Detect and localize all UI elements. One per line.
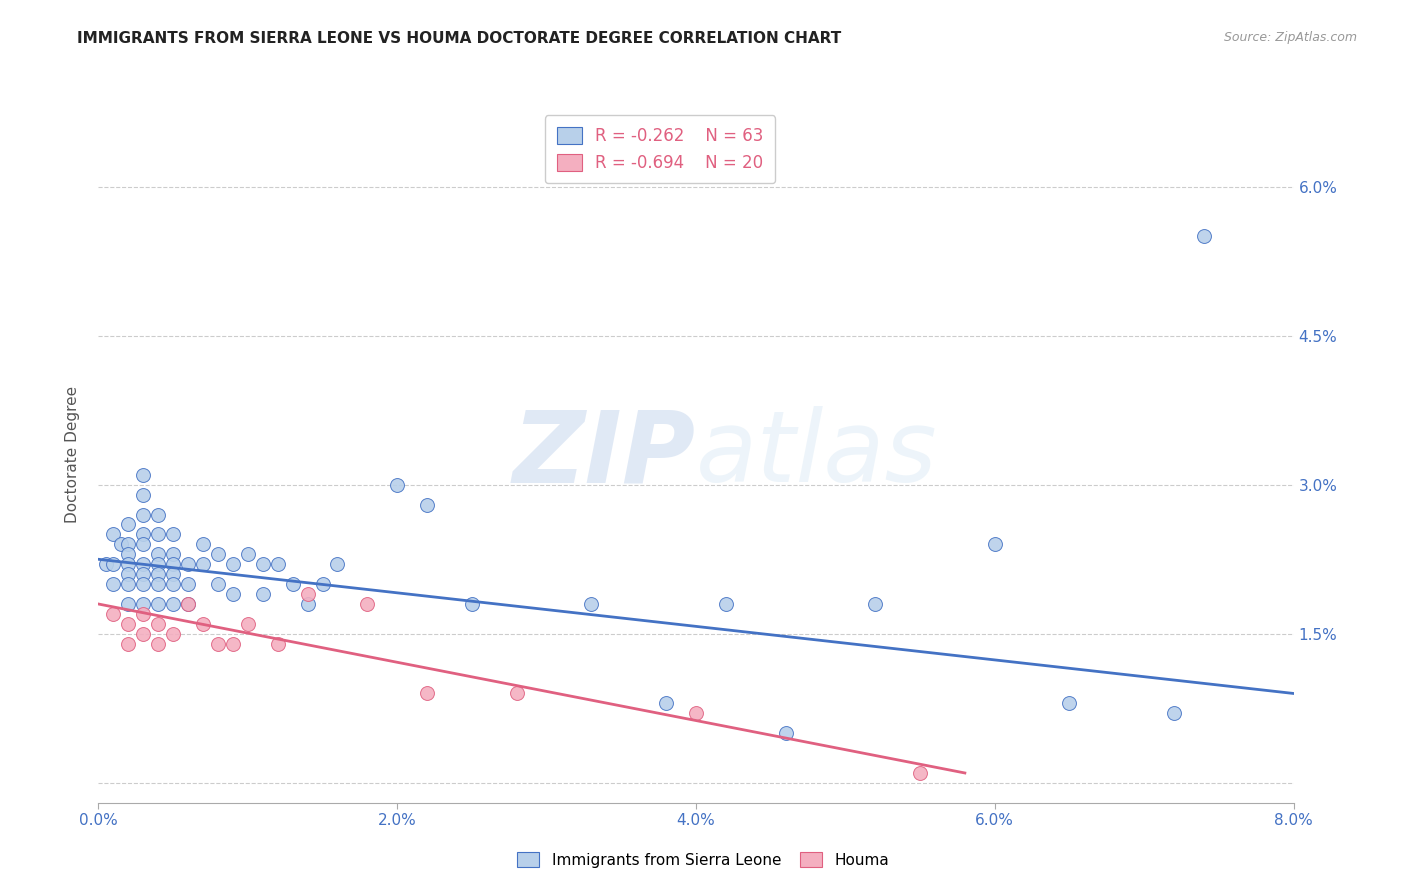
- Point: [416, 686, 439, 700]
- Point: [297, 597, 319, 611]
- Point: [132, 558, 155, 572]
- Point: [117, 547, 139, 561]
- Point: [685, 706, 707, 721]
- Point: [132, 607, 155, 621]
- Text: IMMIGRANTS FROM SIERRA LEONE VS HOUMA DOCTORATE DEGREE CORRELATION CHART: IMMIGRANTS FROM SIERRA LEONE VS HOUMA DO…: [77, 31, 842, 46]
- Legend: R = -0.262    N = 63, R = -0.694    N = 20: R = -0.262 N = 63, R = -0.694 N = 20: [546, 115, 775, 184]
- Point: [252, 587, 274, 601]
- Point: [117, 567, 139, 582]
- Point: [506, 686, 529, 700]
- Point: [207, 547, 229, 561]
- Text: Source: ZipAtlas.com: Source: ZipAtlas.com: [1223, 31, 1357, 45]
- Point: [356, 597, 378, 611]
- Point: [908, 766, 931, 780]
- Point: [94, 558, 117, 572]
- Point: [148, 558, 170, 572]
- Point: [655, 697, 678, 711]
- Point: [103, 607, 125, 621]
- Point: [132, 627, 155, 641]
- Point: [177, 597, 200, 611]
- Point: [110, 537, 132, 551]
- Point: [222, 587, 245, 601]
- Point: [132, 537, 155, 551]
- Point: [714, 597, 737, 611]
- Point: [267, 558, 290, 572]
- Point: [267, 637, 290, 651]
- Point: [162, 597, 184, 611]
- Point: [132, 597, 155, 611]
- Point: [148, 527, 170, 541]
- Point: [117, 637, 139, 651]
- Point: [461, 597, 484, 611]
- Point: [148, 616, 170, 631]
- Point: [865, 597, 887, 611]
- Text: ZIP: ZIP: [513, 407, 696, 503]
- Y-axis label: Doctorate Degree: Doctorate Degree: [65, 386, 80, 524]
- Point: [103, 577, 125, 591]
- Point: [222, 558, 245, 572]
- Point: [117, 517, 139, 532]
- Point: [207, 577, 229, 591]
- Point: [191, 616, 214, 631]
- Point: [117, 616, 139, 631]
- Point: [132, 508, 155, 522]
- Point: [775, 726, 797, 740]
- Point: [117, 577, 139, 591]
- Point: [162, 567, 184, 582]
- Point: [311, 577, 333, 591]
- Point: [162, 577, 184, 591]
- Point: [132, 527, 155, 541]
- Point: [191, 558, 214, 572]
- Point: [162, 627, 184, 641]
- Point: [132, 577, 155, 591]
- Point: [162, 558, 184, 572]
- Point: [1163, 706, 1185, 721]
- Point: [177, 597, 200, 611]
- Point: [385, 477, 409, 491]
- Point: [222, 637, 245, 651]
- Point: [103, 527, 125, 541]
- Point: [581, 597, 603, 611]
- Point: [162, 547, 184, 561]
- Point: [297, 587, 319, 601]
- Point: [236, 547, 259, 561]
- Point: [207, 637, 229, 651]
- Point: [191, 537, 214, 551]
- Legend: Immigrants from Sierra Leone, Houma: Immigrants from Sierra Leone, Houma: [510, 846, 896, 873]
- Point: [132, 488, 155, 502]
- Point: [177, 558, 200, 572]
- Point: [117, 597, 139, 611]
- Point: [252, 558, 274, 572]
- Point: [148, 637, 170, 651]
- Point: [177, 577, 200, 591]
- Point: [281, 577, 304, 591]
- Text: atlas: atlas: [696, 407, 938, 503]
- Point: [117, 558, 139, 572]
- Point: [148, 567, 170, 582]
- Point: [117, 537, 139, 551]
- Point: [326, 558, 349, 572]
- Point: [132, 467, 155, 482]
- Point: [1059, 697, 1081, 711]
- Point: [1192, 229, 1215, 244]
- Point: [148, 547, 170, 561]
- Point: [148, 597, 170, 611]
- Point: [103, 558, 125, 572]
- Point: [984, 537, 1007, 551]
- Point: [162, 527, 184, 541]
- Point: [148, 508, 170, 522]
- Point: [416, 498, 439, 512]
- Point: [236, 616, 259, 631]
- Point: [148, 577, 170, 591]
- Point: [132, 567, 155, 582]
